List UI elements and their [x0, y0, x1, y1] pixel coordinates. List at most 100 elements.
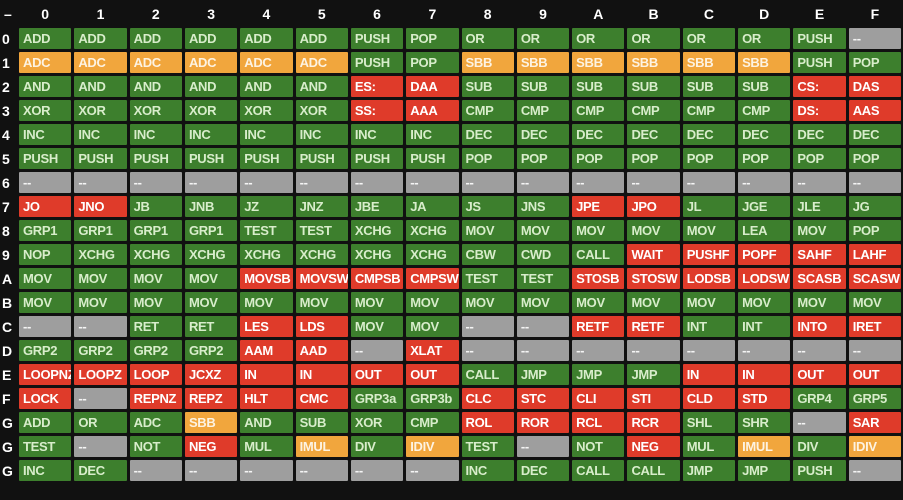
- column-header-C: C: [703, 6, 714, 22]
- opcode-cell: POP: [682, 148, 736, 169]
- opcode-cell: GRP3a: [350, 388, 404, 409]
- opcode-cell: AND: [184, 76, 238, 97]
- opcode-cell: JPE: [572, 196, 625, 217]
- opcode-cell: OR: [74, 412, 127, 433]
- opcode-cell: DIV: [350, 436, 404, 457]
- opcode-cell: --: [682, 340, 736, 361]
- opcode-cell: ADC: [184, 52, 238, 73]
- opcode-cell: SBB: [516, 52, 570, 73]
- opcode-cell: MOV: [682, 292, 736, 313]
- opcode-cell: MOV: [184, 292, 238, 313]
- opcode-cell: SUB: [516, 76, 570, 97]
- opcode-cell: --: [848, 340, 901, 361]
- opcode-cell: OR: [738, 28, 791, 49]
- opcode-cell: PUSH: [406, 148, 459, 169]
- opcode-cell: OUT: [848, 364, 901, 385]
- opcode-cell: INC: [295, 124, 348, 145]
- opcode-cell: --: [350, 340, 404, 361]
- opcode-cell: IMUL: [295, 436, 348, 457]
- opcode-cell: LODSB: [682, 268, 736, 289]
- row-label-D-13: D: [2, 342, 13, 359]
- opcode-cell: NOT: [572, 436, 625, 457]
- opcode-cell: POP: [738, 148, 791, 169]
- opcode-cell: PUSH: [184, 148, 238, 169]
- row-label-2-2: 2: [2, 78, 10, 95]
- opcode-cell: MOV: [19, 292, 72, 313]
- opcode-cell: JG: [848, 196, 901, 217]
- opcode-cell: --: [74, 172, 127, 193]
- opcode-cell: MOV: [129, 292, 182, 313]
- column-header-1: 1: [96, 6, 105, 22]
- opcode-cell: OUT: [793, 364, 846, 385]
- opcode-cell: JMP: [627, 364, 680, 385]
- opcode-cell: ADC: [129, 52, 182, 73]
- opcode-cell: POP: [848, 220, 901, 241]
- opcode-cell: ADC: [74, 52, 127, 73]
- opcode-cell: MOV: [516, 292, 570, 313]
- opcode-cell: DEC: [516, 460, 570, 481]
- opcode-cell: NOP: [19, 244, 72, 265]
- opcode-cell: DEC: [848, 124, 901, 145]
- opcode-cell: PUSH: [793, 460, 846, 481]
- opcode-cell: LOOPZ: [74, 364, 127, 385]
- opcode-cell: POPF: [738, 244, 791, 265]
- opcode-cell: --: [848, 460, 901, 481]
- opcode-cell: TEST: [461, 436, 514, 457]
- opcode-cell: INC: [461, 460, 514, 481]
- opcode-cell: CMC: [295, 388, 348, 409]
- opcode-cell: LES: [240, 316, 293, 337]
- opcode-cell: CALL: [627, 460, 680, 481]
- opcode-cell: --: [19, 172, 72, 193]
- opcode-cell: XCHG: [129, 244, 182, 265]
- opcode-cell: CMP: [461, 100, 514, 121]
- opcode-cell: --: [461, 316, 514, 337]
- opcode-cell: XCHG: [74, 244, 127, 265]
- opcode-cell: INC: [19, 124, 72, 145]
- opcode-cell: --: [461, 172, 514, 193]
- opcode-cell: SUB: [738, 76, 791, 97]
- opcode-cell: CLC: [461, 388, 514, 409]
- opcode-cell: --: [74, 388, 127, 409]
- opcode-cell: --: [240, 460, 293, 481]
- opcode-cell: PUSH: [350, 52, 404, 73]
- opcode-cell: SUB: [295, 412, 348, 433]
- opcode-cell: ADC: [19, 52, 72, 73]
- opcode-cell: LOCK: [19, 388, 72, 409]
- opcode-cell: STC: [516, 388, 570, 409]
- column-header-3: 3: [207, 6, 215, 22]
- opcode-cell: MOV: [74, 292, 127, 313]
- opcode-cell: XOR: [184, 100, 238, 121]
- opcode-cell: REPNZ: [129, 388, 182, 409]
- opcode-cell: INC: [74, 124, 127, 145]
- opcode-cell: --: [295, 172, 348, 193]
- opcode-cell: POP: [627, 148, 680, 169]
- opcode-cell: CMPSB: [350, 268, 404, 289]
- opcode-cell: SHR: [738, 412, 791, 433]
- opcode-cell: OR: [627, 28, 680, 49]
- opcode-cell: MOV: [129, 268, 182, 289]
- opcode-cell: --: [406, 460, 459, 481]
- opcode-cell: PUSH: [295, 148, 348, 169]
- opcode-cell: GRP1: [129, 220, 182, 241]
- opcode-cell: JNB: [184, 196, 238, 217]
- opcode-cell: CS:: [793, 76, 846, 97]
- opcode-cell: SUB: [461, 76, 514, 97]
- opcode-cell: DS:: [793, 100, 846, 121]
- opcode-cell: XCHG: [350, 244, 404, 265]
- opcode-cell: JZ: [240, 196, 293, 217]
- opcode-cell: XCHG: [240, 244, 293, 265]
- opcode-cell: ROL: [461, 412, 514, 433]
- opcode-cell: MOV: [461, 292, 514, 313]
- opcode-table: –0 1 2 3 4 5 6 7 8 9 A B C D E F 0 ADD ADD ADD ADD ADD ADD PUSH…: [2, 3, 901, 481]
- opcode-cell: SAHF: [793, 244, 846, 265]
- opcode-cell: SBB: [627, 52, 680, 73]
- opcode-cell: XCHG: [350, 220, 404, 241]
- opcode-cell: RET: [129, 316, 182, 337]
- column-header-8: 8: [483, 6, 492, 22]
- opcode-cell: XCHG: [406, 244, 459, 265]
- opcode-cell: AND: [19, 76, 72, 97]
- opcode-cell: POP: [406, 52, 459, 73]
- opcode-cell: MOV: [295, 292, 348, 313]
- opcode-cell: AAD: [295, 340, 348, 361]
- opcode-cell: DAA: [406, 76, 459, 97]
